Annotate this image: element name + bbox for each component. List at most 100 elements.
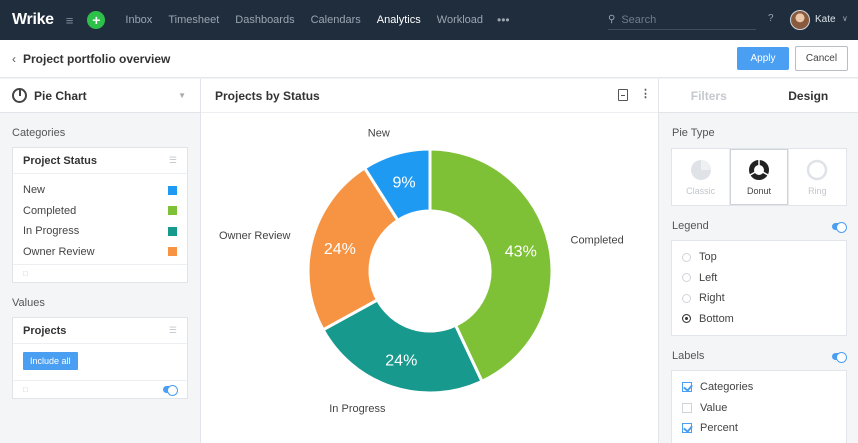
nav-link-dashboards[interactable]: Dashboards bbox=[235, 14, 295, 26]
category-label: In Progress bbox=[23, 225, 80, 238]
page-header: ‹ Project portfolio overview Apply Cance… bbox=[0, 40, 858, 78]
back-arrow-icon[interactable]: ‹ bbox=[12, 51, 16, 66]
search-icon: ⚲ bbox=[608, 14, 616, 25]
chevron-down-icon: ▼ bbox=[178, 91, 186, 100]
checkbox[interactable] bbox=[682, 423, 692, 434]
option-label: Percent bbox=[700, 422, 738, 435]
option-label: Categories bbox=[700, 381, 754, 394]
menu-icon[interactable]: ≡ bbox=[65, 12, 74, 28]
category-item-in-progress[interactable]: In Progress bbox=[23, 221, 177, 242]
nav-link-inbox[interactable]: Inbox bbox=[125, 14, 153, 26]
design-panel: Filters Design Pie Type Classic Donut R bbox=[658, 79, 858, 443]
trash-icon[interactable]: □ bbox=[23, 269, 28, 278]
panel-tabs: Filters Design bbox=[659, 79, 858, 113]
more-icon[interactable]: ••• bbox=[497, 13, 510, 27]
tab-design[interactable]: Design bbox=[788, 88, 829, 103]
legend-option-right[interactable]: Right bbox=[682, 288, 836, 309]
radio-button[interactable] bbox=[682, 273, 691, 283]
category-field-header[interactable]: Project Status ☰ bbox=[13, 148, 187, 174]
category-field-box: Project Status ☰ New Completed In Progre… bbox=[12, 147, 188, 283]
pie-type-donut[interactable]: Donut bbox=[730, 149, 789, 205]
categories-label: Categories bbox=[12, 127, 66, 139]
classic-pie-icon bbox=[690, 159, 711, 180]
include-all-button[interactable]: Include all bbox=[23, 352, 78, 370]
color-swatch[interactable] bbox=[168, 185, 177, 195]
help-button[interactable]: ? bbox=[768, 13, 774, 24]
legend-row: Legend bbox=[659, 206, 858, 233]
slice-owner-review[interactable] bbox=[306, 165, 400, 332]
pie-chart-icon bbox=[12, 88, 27, 103]
checkbox[interactable] bbox=[682, 402, 692, 413]
slice-category-label: In Progress bbox=[329, 403, 386, 415]
option-label: Value bbox=[700, 401, 728, 414]
search-input[interactable] bbox=[621, 13, 742, 26]
value-field-title: Projects bbox=[23, 324, 67, 337]
option-label: Bottom bbox=[699, 312, 734, 325]
drag-handle-icon[interactable]: ☰ bbox=[168, 325, 177, 335]
category-field-title: Project Status bbox=[23, 154, 97, 167]
color-swatch[interactable] bbox=[168, 206, 177, 216]
category-item-new[interactable]: New bbox=[23, 180, 177, 201]
category-field-footer: □ bbox=[13, 264, 187, 282]
category-label: Completed bbox=[23, 204, 77, 217]
nav-link-analytics[interactable]: Analytics bbox=[376, 14, 421, 26]
pie-type-ring[interactable]: Ring bbox=[789, 149, 846, 205]
user-name[interactable]: Kate bbox=[815, 14, 836, 25]
labels-toggle[interactable] bbox=[832, 351, 847, 363]
pie-type-label-donut: Donut bbox=[746, 185, 771, 196]
radio-button[interactable] bbox=[682, 252, 691, 262]
value-field-box: Projects ☰ Include all □ bbox=[12, 317, 188, 399]
trash-icon[interactable]: □ bbox=[23, 385, 28, 394]
avatar[interactable] bbox=[790, 10, 810, 30]
chart-type-select[interactable]: Pie Chart ▼ bbox=[0, 79, 200, 113]
legend-option-left[interactable]: Left bbox=[682, 268, 836, 289]
color-swatch[interactable] bbox=[168, 247, 177, 257]
legend-toggle[interactable] bbox=[832, 221, 847, 233]
nav-link-timesheet[interactable]: Timesheet bbox=[168, 14, 220, 26]
category-label: New bbox=[23, 184, 46, 197]
legend-option-top[interactable]: Top bbox=[682, 247, 836, 268]
nav-link-workload[interactable]: Workload bbox=[436, 14, 484, 26]
pie-type-classic[interactable]: Classic bbox=[672, 149, 731, 205]
labels-row: Labels bbox=[659, 336, 858, 363]
slice-category-label: New bbox=[368, 128, 390, 140]
cancel-button[interactable]: Cancel bbox=[795, 46, 848, 71]
top-navigation: Wrike ≡ + Inbox Timesheet Dashboards Cal… bbox=[0, 0, 858, 40]
nav-link-calendars[interactable]: Calendars bbox=[310, 14, 361, 26]
slice-completed[interactable] bbox=[428, 147, 554, 384]
ring-pie-icon bbox=[807, 159, 828, 180]
slice-percent-label: 43% bbox=[505, 244, 537, 261]
checkbox[interactable] bbox=[682, 382, 692, 393]
radio-button[interactable] bbox=[682, 293, 691, 303]
create-new-button[interactable]: + bbox=[87, 11, 106, 29]
category-item-owner-review[interactable]: Owner Review bbox=[23, 242, 177, 263]
slice-new[interactable] bbox=[362, 147, 432, 223]
chart-config-panel: Pie Chart ▼ Categories Project Status ☰ … bbox=[0, 79, 201, 443]
slice-percent-label: 24% bbox=[324, 241, 356, 258]
pie-type-label-classic: Classic bbox=[686, 185, 716, 196]
label-option-percent[interactable]: Percent bbox=[682, 418, 836, 439]
export-icon[interactable] bbox=[618, 89, 628, 101]
value-field-footer: □ bbox=[13, 380, 187, 398]
search-box: ⚲ bbox=[608, 10, 756, 30]
label-option-value[interactable]: Value bbox=[682, 398, 836, 419]
tab-filters[interactable]: Filters bbox=[690, 88, 727, 103]
chevron-down-icon[interactable]: ∨ bbox=[842, 14, 848, 23]
donut-chart: 43% Completed 24% In Progress 24% Owner Revie… bbox=[219, 128, 624, 415]
value-toggle[interactable] bbox=[163, 385, 178, 396]
radio-button[interactable] bbox=[682, 314, 691, 324]
slice-in-progress[interactable] bbox=[321, 297, 484, 395]
apply-button[interactable]: Apply bbox=[737, 47, 789, 70]
label-option-categories[interactable]: Categories bbox=[682, 377, 836, 398]
slice-category-label: Owner Review bbox=[219, 230, 291, 242]
wrike-logo[interactable]: Wrike bbox=[12, 11, 54, 28]
more-vertical-icon[interactable]: ⋮ bbox=[640, 88, 651, 100]
value-field-header[interactable]: Projects ☰ bbox=[13, 318, 187, 344]
color-swatch[interactable] bbox=[168, 226, 177, 236]
page-title: Project portfolio overview bbox=[23, 51, 171, 66]
category-item-completed[interactable]: Completed bbox=[23, 201, 177, 222]
slice-percent-label: 9% bbox=[393, 175, 416, 192]
chart-title: Projects by Status bbox=[215, 88, 320, 103]
legend-option-bottom[interactable]: Bottom bbox=[682, 309, 836, 330]
drag-handle-icon[interactable]: ☰ bbox=[168, 155, 177, 165]
